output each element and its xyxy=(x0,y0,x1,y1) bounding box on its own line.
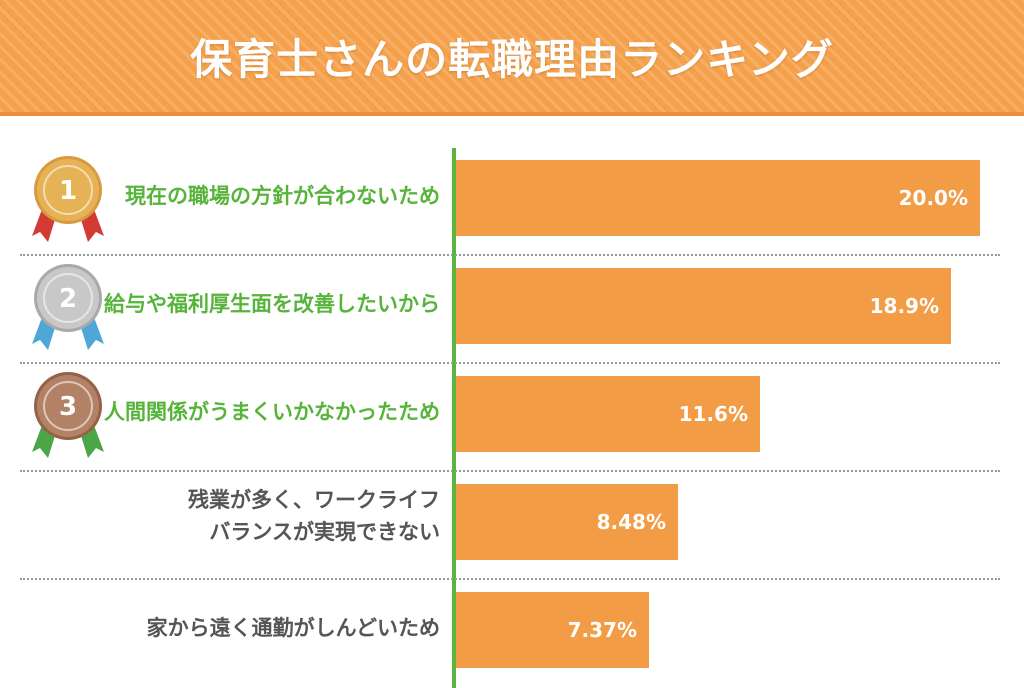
bar-value-label: 18.9% xyxy=(869,294,939,318)
category-label: 家から遠く通勤がしんどいため xyxy=(147,612,440,644)
row-separator xyxy=(20,362,1000,364)
category-label-line: バランスが実現できない xyxy=(209,520,440,544)
row-separator xyxy=(20,470,1000,472)
category-label-line: 人間関係がうまくいかなかったため xyxy=(104,400,440,424)
ranking-row: 11.6% 人間関係がうまくいかなかったため 3 xyxy=(0,332,1024,458)
ranking-row: 20.0% 現在の職場の方針が合わないため 1 xyxy=(0,116,1024,242)
rank-medal-icon: 3 xyxy=(32,372,104,458)
bar: 11.6% xyxy=(456,376,760,452)
ranking-row: 8.48% 残業が多く、ワークライフバランスが実現できない xyxy=(0,440,1024,560)
ranking-row: 7.37% 家から遠く通勤がしんどいため xyxy=(0,548,1024,668)
chart-header: 保育士さんの転職理由ランキング xyxy=(0,0,1024,112)
category-label-line: 現在の職場の方針が合わないため xyxy=(125,184,440,208)
bar-value-label: 20.0% xyxy=(898,186,968,210)
row-separator xyxy=(20,578,1000,580)
bar: 18.9% xyxy=(456,268,951,344)
bar: 20.0% xyxy=(456,160,980,236)
category-label-line: 残業が多く、ワークライフ xyxy=(188,488,440,512)
chart-axis-line xyxy=(452,148,456,688)
header-divider xyxy=(0,112,1024,116)
bar-value-label: 8.48% xyxy=(596,510,666,534)
ranking-row: 18.9% 給与や福利厚生面を改善したいから 2 xyxy=(0,224,1024,350)
category-label-line: 給与や福利厚生面を改善したいから xyxy=(104,292,440,316)
category-label: 残業が多く、ワークライフバランスが実現できない xyxy=(188,484,440,548)
rank-number: 3 xyxy=(59,392,77,422)
bar-value-label: 7.37% xyxy=(567,618,637,642)
row-separator xyxy=(20,254,1000,256)
ranking-chart: 20.0% 現在の職場の方針が合わないため 1 18.9% 給与や福利厚生面を改善したい… xyxy=(0,116,1024,688)
rank-number: 1 xyxy=(59,176,77,206)
rank-medal-icon: 1 xyxy=(32,156,104,242)
category-label: 現在の職場の方針が合わないため xyxy=(125,180,440,212)
rank-medal-icon: 2 xyxy=(32,264,104,350)
chart-title: 保育士さんの転職理由ランキング xyxy=(190,34,834,84)
category-label-line: 家から遠く通勤がしんどいため xyxy=(146,616,440,640)
bar: 7.37% xyxy=(456,592,649,668)
rank-number: 2 xyxy=(59,284,77,314)
bar: 8.48% xyxy=(456,484,678,560)
bar-value-label: 11.6% xyxy=(678,402,748,426)
category-label: 給与や福利厚生面を改善したいから xyxy=(104,288,440,320)
category-label: 人間関係がうまくいかなかったため xyxy=(104,396,440,428)
